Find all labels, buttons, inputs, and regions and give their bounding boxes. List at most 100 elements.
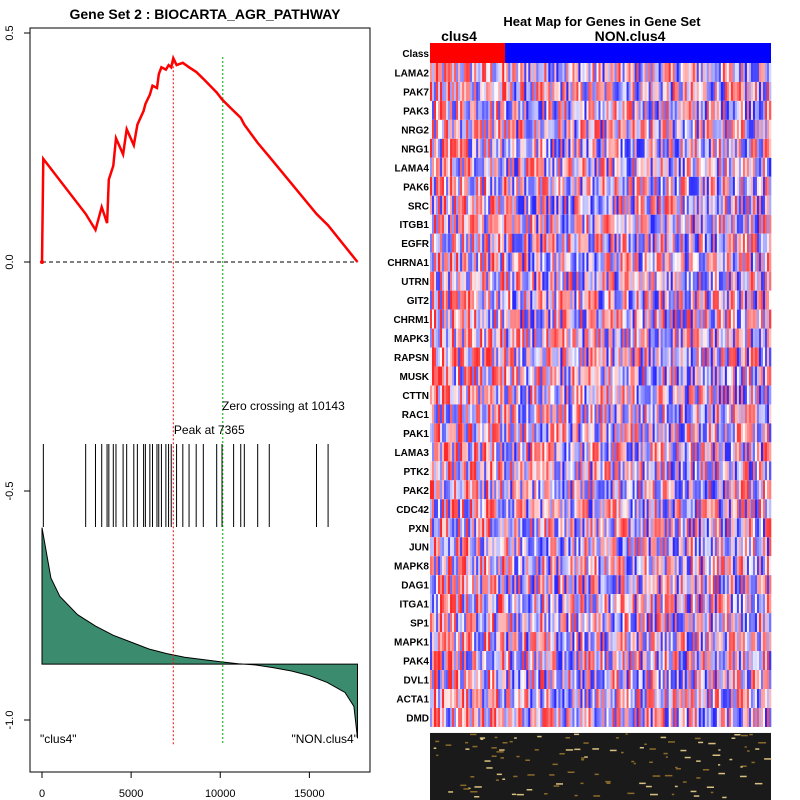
heatmap-cell [564,195,567,215]
heatmap-cell [482,385,485,405]
heatmap-cell [648,63,651,82]
heatmap-cell [580,233,583,253]
heatmap-cell [736,81,740,101]
heatmap-cell [636,499,639,519]
heatmap-cell [518,195,521,215]
heatmap-cell [546,157,549,177]
heatmap-cell [554,100,557,120]
heatmap-cell [536,157,539,177]
heatmap-cell [518,347,521,367]
heatmap-cell [514,518,517,538]
heatmap-cell [552,328,555,348]
heatmap-cell [438,328,441,348]
heatmap-cell [666,271,669,291]
heatmap-cell [594,157,597,177]
heatmap-cell [652,442,655,462]
heatmap-cell [526,575,529,595]
heatmap-cell [544,63,547,82]
heatmap-cell [590,309,593,329]
heatmap-cell [534,63,537,82]
heatmap-cell [668,63,672,82]
heatmap-cell [760,309,764,329]
heatmap-cell [524,499,527,519]
heatmap-cell [668,271,672,291]
heatmap-cell [670,556,674,576]
heatmap-cell [488,271,491,291]
heatmap-cell [618,328,621,348]
heatmap-cell [560,518,563,538]
heatmap-cell [672,100,676,120]
heatmap-cell [656,233,659,253]
heatmap-cell [620,575,623,595]
heatmap-cell [648,271,651,291]
heatmap-cell [698,309,702,329]
heatmap-cell [642,537,645,557]
heatmap-cell [596,518,599,538]
heatmap-cell [622,138,625,158]
heatmap-cell [604,309,607,329]
heatmap-cell [686,100,690,120]
heatmap-cell [612,594,615,614]
heatmap-cell [698,176,702,196]
heatmap-cell [520,537,523,557]
heatmap-cell [720,537,724,557]
heatmap-cell [498,423,501,443]
heatmap-cell [432,176,435,196]
heatmap-cell [648,385,651,405]
heatmap-cell [454,518,457,538]
heatmap-cell [444,556,447,576]
heatmap-cell [522,347,525,367]
heatmap-cell [746,518,750,538]
heatmap-cell [512,195,515,215]
heatmap-cell [446,176,449,196]
heatmap-cell [608,423,611,443]
heatmap-cell [604,366,607,386]
heatmap-cell [716,537,720,557]
heatmap-cell [656,499,659,519]
heatmap-cell [516,81,519,101]
heatmap-cell [500,214,503,234]
heatmap-cell [522,385,525,405]
heatmap-cell [648,252,651,272]
heatmap-cell [668,100,672,120]
heatmap-cell [558,328,561,348]
heatmap-cell [740,176,744,196]
heatmap-cell [706,157,710,177]
heatmap-cell [472,195,475,215]
heatmap-cell [746,556,750,576]
heatmap-cell [598,518,601,538]
heatmap-cell [438,176,441,196]
heatmap-cell [704,328,708,348]
heatmap-cell [612,176,615,196]
heatmap-cell [708,347,712,367]
heatmap-cell [496,100,499,120]
heatmap-cell [510,138,513,158]
heatmap-cell [592,214,595,234]
heatmap-cell [624,556,627,576]
heatmap-cell [536,404,539,424]
heatmap-cell [578,461,581,481]
heatmap-cell [466,480,469,500]
heatmap-cell [644,347,647,367]
heatmap-cell [612,100,615,120]
heatmap-cell [664,518,667,538]
heatmap-cell [456,328,459,348]
heatmap-cell [526,63,529,82]
heatmap-cell [678,63,682,82]
heatmap-cell [580,100,583,120]
heatmap-cell [748,328,752,348]
heatmap-cell [650,100,653,120]
heatmap-cell [456,423,459,443]
heatmap-cell [514,366,517,386]
heatmap-row [430,138,772,158]
heatmap-cell [474,556,477,576]
heatmap-cell [442,271,445,291]
heatmap-cell [522,404,525,424]
heatmap-cell [654,480,657,500]
heatmap-cell [764,404,768,424]
heatmap-cell [530,252,533,272]
heatmap-cell [660,63,663,82]
heatmap-cell [508,423,511,443]
heatmap-cell [680,100,684,120]
heatmap-cell [490,100,493,120]
